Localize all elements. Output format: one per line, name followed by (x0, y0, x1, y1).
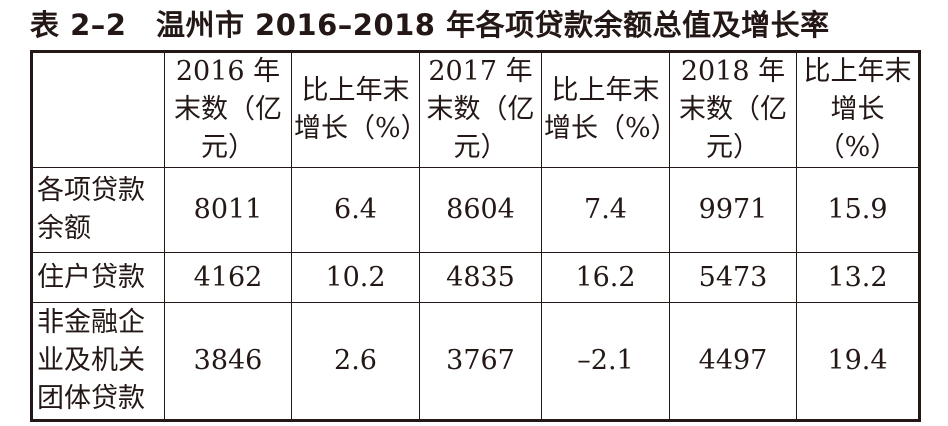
cell: 10.2 (291, 252, 420, 303)
cell: 8011 (164, 167, 292, 253)
header-cell: 比上年末增长（%） (796, 51, 920, 168)
data-table: 2016 年末数（亿元） 比上年末增长（%） 2017 年末数（亿元） 比上年末增长（… (30, 50, 921, 422)
cell: 5473 (669, 252, 797, 303)
table-title: 表 2–2 温州市 2016–2018 年各项贷款余额总值及增长率 (30, 8, 830, 42)
cell: 8604 (419, 167, 542, 253)
header-cell: 2017 年末数（亿元） (419, 51, 542, 168)
row-label: 各项贷款余额 (31, 167, 165, 253)
cell: 15.9 (796, 167, 920, 253)
row-label: 非金融企业及机关团体贷款 (31, 302, 165, 421)
cell: 4162 (164, 252, 292, 303)
cell: 6.4 (291, 167, 420, 253)
cell: 4497 (669, 302, 797, 421)
table-row: 非金融企业及机关团体贷款 3846 2.6 3767 –2.1 4497 19.4 (31, 302, 920, 421)
header-cell: 2016 年末数（亿元） (164, 51, 292, 168)
cell: 3846 (164, 302, 292, 421)
table-row: 各项贷款余额 8011 6.4 8604 7.4 9971 15.9 (31, 167, 920, 253)
cell: 7.4 (541, 167, 670, 253)
corner-cell (31, 51, 165, 168)
cell: 3767 (419, 302, 542, 421)
table-row: 住户贷款 4162 10.2 4835 16.2 5473 13.2 (31, 252, 920, 303)
header-row: 2016 年末数（亿元） 比上年末增长（%） 2017 年末数（亿元） 比上年末增长（… (31, 51, 920, 168)
cell: 4835 (419, 252, 542, 303)
cell: –2.1 (541, 302, 670, 421)
row-label: 住户贷款 (31, 252, 165, 303)
header-cell: 2018 年末数（亿元） (669, 51, 797, 168)
header-cell: 比上年末增长（%） (291, 51, 428, 168)
cell: 16.2 (541, 252, 670, 303)
cell: 2.6 (291, 302, 420, 421)
cell: 13.2 (796, 252, 920, 303)
cell: 9971 (669, 167, 797, 253)
cell: 19.4 (796, 302, 920, 421)
header-cell: 比上年末增长（%） (541, 51, 678, 168)
